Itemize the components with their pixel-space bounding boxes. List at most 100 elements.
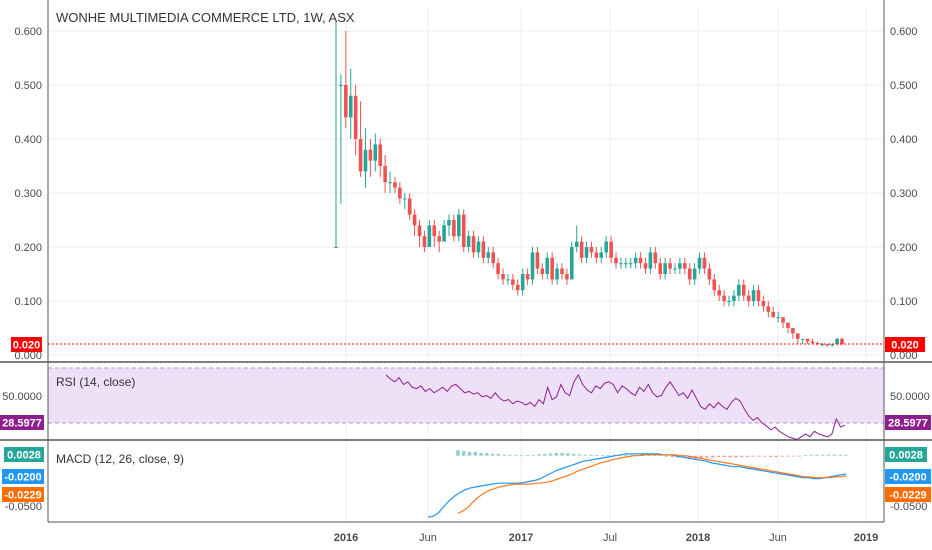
candle[interactable] xyxy=(432,220,437,247)
candle[interactable] xyxy=(761,295,766,312)
candle[interactable] xyxy=(373,133,378,172)
rsi-series[interactable] xyxy=(385,373,846,441)
candle[interactable] xyxy=(447,214,451,237)
candle[interactable] xyxy=(673,263,677,274)
candle[interactable] xyxy=(751,284,756,307)
candle[interactable] xyxy=(525,268,530,285)
candle[interactable] xyxy=(412,209,417,237)
candle[interactable] xyxy=(530,247,535,285)
candle[interactable] xyxy=(791,328,795,339)
candle[interactable] xyxy=(643,257,648,274)
candle[interactable] xyxy=(756,284,761,307)
candle[interactable] xyxy=(368,139,373,177)
candle[interactable] xyxy=(334,20,338,248)
candle[interactable] xyxy=(584,241,589,264)
candle[interactable] xyxy=(393,176,397,193)
candle[interactable] xyxy=(795,333,800,345)
candle[interactable] xyxy=(707,263,712,285)
candle[interactable] xyxy=(339,74,343,204)
candle[interactable] xyxy=(624,257,628,269)
candle[interactable] xyxy=(825,344,830,347)
candle[interactable] xyxy=(417,220,422,247)
candle[interactable] xyxy=(555,263,559,285)
signal-line[interactable] xyxy=(457,454,847,514)
candle[interactable] xyxy=(491,247,496,269)
candle[interactable] xyxy=(741,279,746,301)
candle[interactable] xyxy=(344,31,348,129)
candle[interactable] xyxy=(486,247,491,264)
candle[interactable] xyxy=(628,257,633,269)
candle[interactable] xyxy=(604,236,608,258)
macd-line[interactable] xyxy=(427,453,847,518)
candle[interactable] xyxy=(614,252,618,269)
candle[interactable] xyxy=(496,257,500,280)
candle[interactable] xyxy=(722,290,726,307)
candle[interactable] xyxy=(786,322,790,334)
candle[interactable] xyxy=(560,263,564,280)
candle[interactable] xyxy=(574,225,579,253)
candle[interactable] xyxy=(471,230,476,258)
candle[interactable] xyxy=(520,268,525,296)
candle[interactable] xyxy=(348,68,353,139)
candle[interactable] xyxy=(712,274,717,296)
candle[interactable] xyxy=(358,101,363,177)
candle[interactable] xyxy=(461,209,466,253)
candle[interactable] xyxy=(515,279,520,296)
candle[interactable] xyxy=(481,236,486,264)
candle[interactable] xyxy=(702,252,707,274)
candle[interactable] xyxy=(545,252,550,280)
candle[interactable] xyxy=(466,230,471,253)
candle[interactable] xyxy=(781,317,785,328)
candle[interactable] xyxy=(427,220,432,247)
candle[interactable] xyxy=(737,279,741,301)
candle[interactable] xyxy=(746,290,751,307)
candle[interactable] xyxy=(353,85,358,156)
candle[interactable] xyxy=(398,182,402,204)
candle[interactable] xyxy=(570,241,574,280)
candle[interactable] xyxy=(840,337,844,346)
candle[interactable] xyxy=(594,247,599,264)
candle[interactable] xyxy=(442,220,446,242)
candle[interactable] xyxy=(619,257,623,269)
candle[interactable] xyxy=(653,247,658,269)
candlestick-series[interactable] xyxy=(334,20,844,347)
candle[interactable] xyxy=(550,252,554,285)
candle[interactable] xyxy=(589,241,594,258)
candle[interactable] xyxy=(805,338,810,345)
candle[interactable] xyxy=(422,230,427,253)
candle[interactable] xyxy=(776,311,780,323)
candle[interactable] xyxy=(678,257,682,274)
candle[interactable] xyxy=(638,252,643,269)
candle[interactable] xyxy=(378,139,383,177)
candle[interactable] xyxy=(383,155,387,193)
macd-series[interactable] xyxy=(427,450,848,518)
candle[interactable] xyxy=(609,236,613,264)
rsi-line[interactable] xyxy=(385,373,846,441)
candle[interactable] xyxy=(633,252,638,269)
candle[interactable] xyxy=(407,193,412,220)
candle[interactable] xyxy=(668,257,672,274)
candle[interactable] xyxy=(663,257,667,280)
candle[interactable] xyxy=(810,338,815,345)
candle[interactable] xyxy=(815,341,820,346)
candle[interactable] xyxy=(476,236,481,258)
candle[interactable] xyxy=(535,247,540,274)
candle[interactable] xyxy=(501,268,505,285)
candle[interactable] xyxy=(697,252,702,274)
candle[interactable] xyxy=(717,284,721,301)
candle[interactable] xyxy=(648,247,653,274)
candle[interactable] xyxy=(766,301,771,318)
candle[interactable] xyxy=(437,230,441,253)
candle[interactable] xyxy=(687,263,692,285)
candle[interactable] xyxy=(506,274,510,285)
candle[interactable] xyxy=(457,209,461,242)
candle[interactable] xyxy=(682,257,687,274)
candle[interactable] xyxy=(565,268,569,285)
candle[interactable] xyxy=(363,128,368,188)
candle[interactable] xyxy=(579,236,584,264)
candle[interactable] xyxy=(732,290,736,307)
candle[interactable] xyxy=(727,295,731,307)
candle[interactable] xyxy=(771,306,776,318)
candle[interactable] xyxy=(511,274,515,291)
candle[interactable] xyxy=(692,263,697,285)
